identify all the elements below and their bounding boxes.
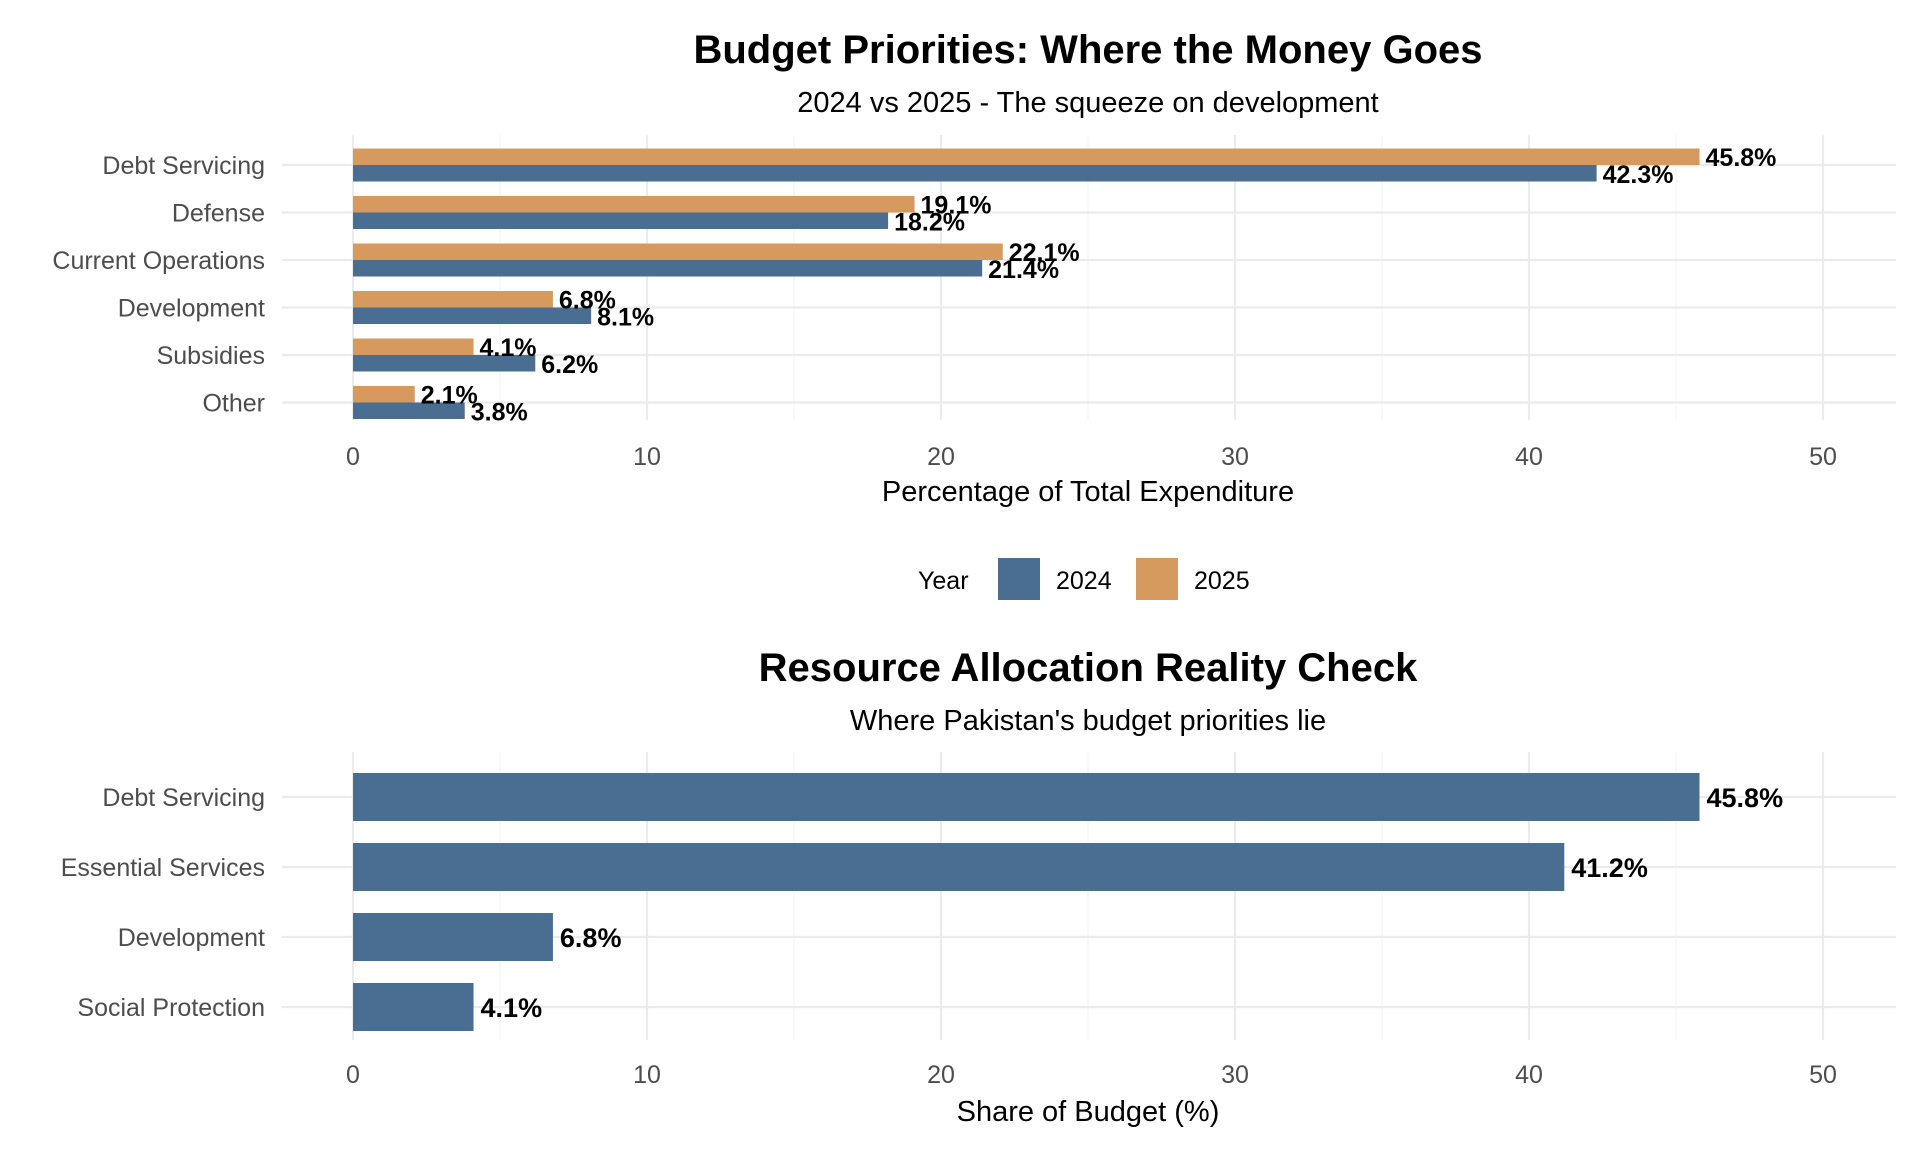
value-label-development: 6.8% [560,923,622,953]
x-tick-label: 0 [346,443,360,471]
value-label-current-operations-2025: 22.1% [1009,239,1080,267]
x-tick-labels: 0 10 20 30 40 50 [346,1061,1837,1089]
category-label-development: Development [118,295,265,323]
bar-development-2025 [353,291,553,308]
chart-budget-priorities: 45.8% 42.3% 19.1%18.2% 22.1%21.4% 6.8%8.1% 4.… [52,28,1896,600]
value-label-current-operations-2024: 21.4% [988,256,1059,284]
bar-development [353,913,553,961]
legend-title: Year [918,567,969,595]
x-tick-label: 20 [927,443,955,471]
chart-subtitle: 2024 vs 2025 - The squeeze on developmen… [797,87,1379,119]
bar-group [353,773,1700,1031]
category-label-defense: Defense [172,200,265,228]
bar-current-operations-2025 [353,243,1003,260]
value-label-subsidies-2025: 4.1% [480,334,537,362]
bar-social-protection [353,983,474,1031]
x-tick-label: 50 [1809,443,1837,471]
x-tick-label: 40 [1515,1061,1543,1089]
category-label-social-protection: Social Protection [77,994,265,1022]
category-label-current-operations: Current Operations [52,247,265,275]
x-tick-label: 30 [1221,1061,1249,1089]
legend-swatch-2024 [998,558,1040,600]
value-label-defense-2025: 19.1% [921,192,992,220]
chart-subtitle: Where Pakistan's budget priorities lie [850,705,1326,737]
bar-debt-servicing [353,773,1700,821]
x-tick-label: 30 [1221,443,1249,471]
bar-defense-2024 [353,212,889,229]
bar-subsidies-2024 [353,355,536,372]
value-label-social-protection: 4.1% [481,993,543,1023]
value-labels: 45.8% 42.3% 19.1%18.2% 22.1%21.4% 6.8%8.1% 4.… [421,144,1777,427]
bar-development-2024 [353,307,592,324]
category-labels: Debt Servicing Defense Current Operations D… [52,152,265,418]
category-label-development: Development [118,924,265,952]
category-label-debt-servicing: Debt Servicing [102,784,265,812]
x-tick-label: 0 [346,1061,360,1089]
value-label-other-2024: 3.8% [471,399,528,427]
value-label-subsidies-2024: 6.2% [541,351,598,379]
category-label-subsidies: Subsidies [157,342,265,370]
value-label-debt-servicing: 45.8% [1707,783,1784,813]
x-axis-title: Share of Budget (%) [957,1096,1220,1128]
legend-label-2024: 2024 [1056,567,1112,595]
value-label-essential-services: 41.2% [1571,853,1648,883]
value-label-other-2025: 2.1% [421,382,478,410]
category-label-debt-servicing: Debt Servicing [102,152,265,180]
x-tick-label: 20 [927,1061,955,1089]
bar-group [353,148,1700,419]
category-label-essential-services: Essential Services [61,854,265,882]
legend-label-2025: 2025 [1194,567,1250,595]
x-tick-label: 50 [1809,1061,1837,1089]
legend: Year 2024 2025 [918,558,1250,600]
value-label-debt-servicing-2025: 45.8% [1706,144,1777,172]
x-axis-title: Percentage of Total Expenditure [882,476,1294,508]
value-labels: 45.8% 41.2% 6.8% 4.1% [481,783,1784,1023]
value-label-debt-servicing-2024: 42.3% [1603,161,1674,189]
value-label-defense-2024: 18.2% [894,209,965,237]
bar-essential-services [353,843,1565,891]
bar-defense-2025 [353,196,915,213]
chart-title: Budget Priorities: Where the Money Goes [693,28,1482,72]
bar-current-operations-2024 [353,260,983,277]
bar-other-2024 [353,402,465,419]
legend-swatch-2025 [1136,558,1178,600]
bar-subsidies-2025 [353,338,474,355]
value-label-development-2024: 8.1% [597,304,654,332]
value-label-development-2025: 6.8% [559,287,616,315]
x-tick-label: 10 [633,443,661,471]
bar-debt-servicing-2024 [353,165,1597,182]
bar-other-2025 [353,386,415,403]
category-labels: Debt Servicing Essential Services Developm… [61,784,265,1022]
chart-resource-allocation: 45.8% 41.2% 6.8% 4.1% Debt Servicing Essenti… [61,646,1896,1128]
x-tick-label: 40 [1515,443,1543,471]
x-tick-label: 10 [633,1061,661,1089]
bar-debt-servicing-2025 [353,148,1700,165]
x-tick-labels: 0 10 20 30 40 50 [346,443,1837,471]
category-label-other: Other [202,390,265,418]
chart-title: Resource Allocation Reality Check [759,646,1418,690]
